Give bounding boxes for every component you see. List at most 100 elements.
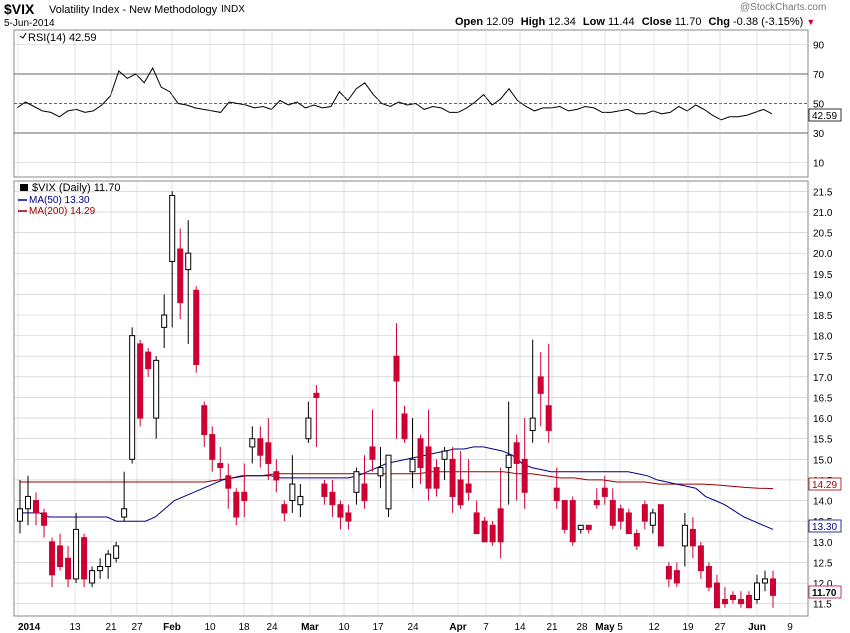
candle-body <box>465 483 472 493</box>
candle <box>145 347 152 377</box>
candle-body <box>121 508 128 518</box>
x-tick-label: 27 <box>131 622 143 633</box>
candle-body <box>593 500 600 506</box>
candle <box>649 508 656 534</box>
badge-close-box <box>808 585 842 599</box>
candle <box>433 459 440 497</box>
rsi-grid <box>14 44 808 163</box>
candle-body <box>721 599 728 605</box>
high-label: High <box>520 16 546 28</box>
close-label: Close <box>641 16 672 28</box>
candle-body <box>65 557 72 580</box>
candle <box>217 446 224 480</box>
candle-body <box>497 508 504 543</box>
candle <box>345 504 352 530</box>
low-label: Low <box>582 16 605 28</box>
candle <box>545 343 552 443</box>
candle <box>425 409 432 501</box>
candle <box>673 562 680 588</box>
candle-body <box>481 520 488 543</box>
down-arrow-icon: ▼ <box>806 17 816 27</box>
x-tick-label: 27 <box>714 622 726 633</box>
x-tick-label: 10 <box>338 622 350 633</box>
candle-body <box>633 533 640 547</box>
candle-body <box>449 458 456 497</box>
candle <box>17 479 23 534</box>
rsi-panel: 90 70 50 30 10 RSI(14) 42.59 42.59 <box>13 29 842 178</box>
price-tick-label: 20.0 <box>813 249 833 260</box>
candle-body <box>457 479 464 506</box>
ohlc-bar: Open 12.09 High 12.34 Low 11.44 Close 11… <box>455 16 815 28</box>
candle-body <box>369 446 376 460</box>
candle <box>321 479 328 505</box>
low-value: 11.44 <box>607 16 635 28</box>
price-tick-label: 16.0 <box>813 414 833 425</box>
price-tick-label: 17.5 <box>813 352 833 363</box>
price-tick-label: 12.5 <box>813 558 833 569</box>
candle <box>369 409 376 472</box>
rsi-legend-text: RSI(14) 42.59 <box>28 32 96 44</box>
ma50-legend-text: MA(50) 13.30 <box>29 195 90 206</box>
candle-body <box>353 471 360 493</box>
candle-body <box>137 343 144 419</box>
candle <box>185 220 192 344</box>
candle-body <box>89 570 96 584</box>
candle-body <box>537 376 544 394</box>
candle <box>633 529 640 551</box>
candle-body <box>257 438 264 456</box>
candle <box>705 562 712 592</box>
candle <box>393 323 400 439</box>
rsi-value-badge <box>808 108 842 122</box>
close-value: 11.70 <box>674 16 702 28</box>
candle-body <box>33 500 40 514</box>
badge-ma200-text: 14.29 <box>812 480 837 491</box>
candle <box>697 541 704 579</box>
candle-body <box>25 495 32 510</box>
price-frame <box>13 180 809 617</box>
candle <box>25 475 32 526</box>
candle-body <box>225 475 232 489</box>
candle-body <box>361 483 368 502</box>
candle-body <box>617 508 624 522</box>
candle <box>241 463 248 518</box>
candle <box>265 418 272 480</box>
candle <box>585 524 592 534</box>
candle <box>537 352 544 427</box>
price-tick-label: 19.5 <box>813 270 833 281</box>
rsi-tick-label: 50 <box>813 100 825 111</box>
price-tick-label: 18.0 <box>813 332 833 343</box>
candle <box>721 587 728 608</box>
candle-body <box>729 594 736 601</box>
candle <box>169 191 176 328</box>
candle <box>609 488 616 530</box>
candles <box>17 191 776 609</box>
candle-body <box>505 454 512 469</box>
candle <box>577 524 584 534</box>
rsi-tick-label: 30 <box>813 129 825 140</box>
candle-body <box>193 289 200 365</box>
x-tick-label: Mar <box>301 622 319 633</box>
x-tick-label: 17 <box>372 622 384 633</box>
candle-body <box>425 446 432 489</box>
candle <box>329 479 336 518</box>
candle <box>161 294 168 348</box>
price-tick-label: 20.5 <box>813 229 833 240</box>
candle-body <box>313 392 320 398</box>
candle-body <box>57 545 64 568</box>
x-tick-label: 24 <box>407 622 419 633</box>
x-tick-label: 28 <box>576 622 588 633</box>
candle-body <box>145 351 152 370</box>
badge-close-text: 11.70 <box>812 588 837 599</box>
candle <box>89 566 96 588</box>
candle <box>513 434 520 501</box>
candle <box>113 541 120 563</box>
candle-body <box>441 450 448 460</box>
candle <box>529 339 536 443</box>
x-tick-label: 14 <box>514 622 526 633</box>
candle <box>281 500 288 522</box>
x-axis: 2014 13 21 27 Feb 10 18 24 Mar 10 17 24 Apr 7 14 21 28 Ma… <box>18 622 793 633</box>
candle <box>401 405 408 443</box>
candle <box>497 467 504 559</box>
candle <box>209 426 216 472</box>
candle-body <box>73 528 80 580</box>
